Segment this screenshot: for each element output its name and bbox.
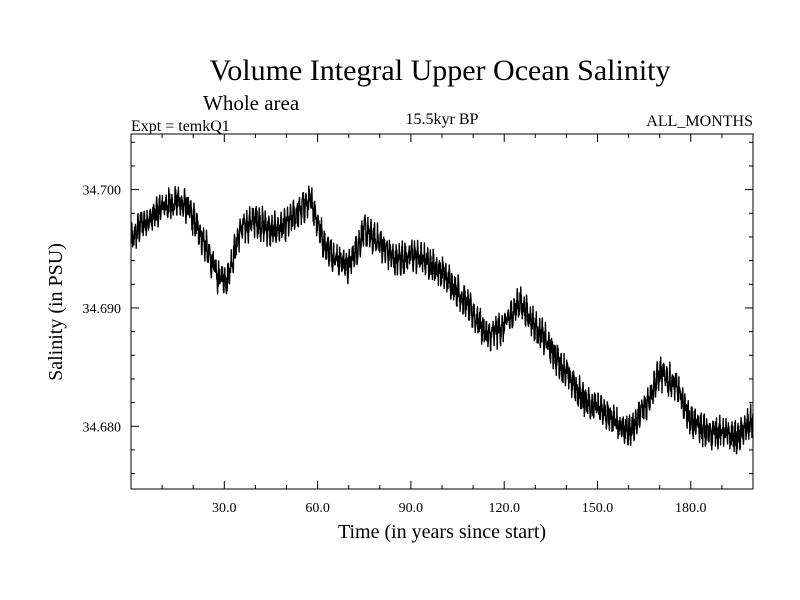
x-tick-label: 120.0 [488,501,520,516]
chart-title: Volume Integral Upper Ocean Salinity [210,54,671,87]
x-axis-label: Time (in years since start) [338,521,546,543]
y-tick-label: 34.690 [83,302,122,317]
months-label: ALL_MONTHS [646,113,753,130]
experiment-label: Expt = temkQ1 [131,118,230,135]
plot-frame [130,133,754,490]
y-tick-label: 34.680 [83,420,122,435]
period-label: 15.5kyr BP [406,111,479,128]
axis-ticks: 30.0 60.0 90.0 120.0 150.0 180.0 34.680 34.690 3… [83,134,754,516]
y-axis-label: Salinity (in PSU) [45,243,67,381]
x-tick-label: 60.0 [305,501,330,516]
series-line [130,185,754,455]
x-tick-label: 150.0 [582,501,614,516]
x-tick-label: 180.0 [675,501,707,516]
y-tick-label: 34.700 [83,184,122,199]
chart-subtitle: Whole area [203,91,300,115]
x-tick-label: 90.0 [399,501,424,516]
x-tick-label: 30.0 [212,501,237,516]
